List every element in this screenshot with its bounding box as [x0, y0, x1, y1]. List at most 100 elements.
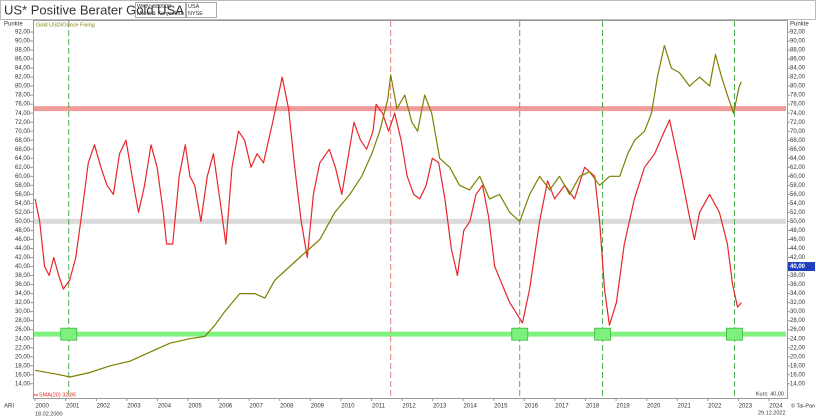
y-axis-label: Punkte	[4, 22, 23, 28]
wkn: WKN: 889900	[137, 4, 171, 10]
y-tick-label: 74,00	[15, 111, 31, 117]
x-tick-label: 2005	[188, 404, 202, 410]
y-tick-label: 52,00	[790, 210, 806, 216]
y-tick-label: 16,00	[15, 372, 31, 378]
x-tick-label: 2024	[769, 404, 783, 410]
band-marker	[511, 327, 529, 341]
y-tick-label: 32,00	[790, 300, 806, 306]
x-tick-label: 2008	[280, 404, 294, 410]
y-tick-label: 66,00	[790, 147, 806, 153]
y-tick-label: 88,00	[15, 48, 31, 54]
x-tick-label: 2022	[708, 404, 722, 410]
y-tick-label: 76,00	[15, 102, 31, 108]
y-tick-label: 16,00	[790, 372, 806, 378]
x-tick-label: 2006	[219, 404, 233, 410]
y-tick-label: 26,00	[790, 327, 806, 333]
y-tick-label: 36,00	[790, 282, 806, 288]
x-tick-label: 2017	[555, 404, 569, 410]
y-tick-label: 14,00	[790, 381, 806, 387]
x-tick-label: 2002	[97, 404, 111, 410]
y-tick-label: 56,00	[790, 192, 806, 198]
y-tick-label: 68,00	[790, 138, 806, 144]
y-tick-label: 74,00	[790, 111, 806, 117]
y-tick-label: 30,00	[790, 309, 806, 315]
y-tick-label: 88,00	[790, 48, 806, 54]
y-tick-label: 76,00	[790, 102, 806, 108]
x-tick-label: 2021	[678, 404, 692, 410]
x-tick-label: 2007	[249, 404, 263, 410]
y-tick-label: 48,00	[15, 228, 31, 234]
copyright: © Tai-Pan	[791, 402, 815, 409]
y-tick-label: 30,00	[15, 309, 31, 315]
x-tick-label: 2014	[464, 404, 478, 410]
y-tick-label: 32,00	[15, 300, 31, 306]
y-tick-label: 14,00	[15, 381, 31, 387]
y-axis-label: Punkte	[790, 22, 809, 28]
y-tick-label: 58,00	[15, 183, 31, 189]
x-tick-label: 2011	[372, 404, 386, 410]
x-tick-label: 2019	[616, 404, 630, 410]
current-label: 40,00	[790, 264, 806, 270]
y-tick-label: 54,00	[790, 201, 806, 207]
y-tick-label: 80,00	[15, 84, 31, 90]
y-tick-label: 90,00	[15, 39, 31, 45]
index-label: ARI	[4, 404, 14, 410]
x-tick-label: 2004	[158, 404, 172, 410]
y-tick-label: 60,00	[15, 174, 31, 180]
y-tick-label: 90,00	[790, 39, 806, 45]
y-tick-label: 50,00	[15, 219, 31, 225]
y-tick-label: 34,00	[790, 291, 806, 297]
chart-title: US* Positive Berater Gold USA	[4, 2, 184, 17]
y-tick-label: 56,00	[15, 192, 31, 198]
plot-frame	[33, 20, 788, 399]
y-tick-label: 46,00	[15, 237, 31, 243]
y-tick-label: 82,00	[790, 75, 806, 81]
exchange: NYSE	[188, 11, 203, 17]
kurs-label: Kurs: 40,00	[756, 391, 784, 397]
y-tick-label: 86,00	[790, 57, 806, 63]
x-tick-label: 2010	[341, 404, 355, 410]
band-marker	[60, 327, 78, 341]
x-tick-label: 2003	[127, 404, 141, 410]
y-tick-label: 72,00	[790, 120, 806, 126]
y-tick-label: 82,00	[15, 75, 31, 81]
x-tick-label: 2018	[586, 404, 600, 410]
y-tick-label: 28,00	[15, 318, 31, 324]
y-tick-label: 62,00	[790, 165, 806, 171]
series-line	[34, 44, 742, 378]
y-tick-label: 60,00	[790, 174, 806, 180]
y-tick-label: 84,00	[15, 66, 31, 72]
y-tick-label: 46,00	[790, 237, 806, 243]
x-tick-label: 2016	[525, 404, 539, 410]
x-tick-label: 2023	[739, 404, 753, 410]
y-tick-label: 50,00	[790, 219, 806, 225]
y-tick-label: 44,00	[15, 246, 31, 252]
y-tick-label: 24,00	[790, 336, 806, 342]
y-tick-label: 52,00	[15, 210, 31, 216]
y-tick-label: 34,00	[15, 291, 31, 297]
y-tick-label: 70,00	[790, 129, 806, 135]
y-tick-label: 36,00	[15, 282, 31, 288]
legend-label: SMA(20) 32,85	[39, 392, 76, 398]
y-tick-label: 18,00	[15, 363, 31, 369]
end-date: 29.12.2022	[758, 410, 786, 416]
y-tick-label: 72,00	[15, 120, 31, 126]
y-tick-label: 26,00	[15, 327, 31, 333]
info-box	[186, 2, 217, 18]
y-tick-label: 20,00	[15, 354, 31, 360]
y-tick-label: 86,00	[15, 57, 31, 63]
y-tick-label: 20,00	[790, 354, 806, 360]
x-tick-label: 2009	[311, 404, 325, 410]
y-tick-label: 44,00	[790, 246, 806, 252]
y-tick-label: 48,00	[790, 228, 806, 234]
info-box	[135, 2, 186, 18]
y-tick-label: 84,00	[790, 66, 806, 72]
series-line	[34, 76, 742, 326]
y-tick-label: 70,00	[15, 129, 31, 135]
y-tick-label: 42,00	[790, 255, 806, 261]
y-tick-label: 54,00	[15, 201, 31, 207]
x-tick-label: 2001	[66, 404, 80, 410]
x-tick-label: 2015	[494, 404, 508, 410]
